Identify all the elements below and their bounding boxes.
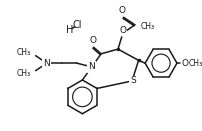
Text: N: N [88,62,95,71]
Text: Cl: Cl [73,20,82,30]
Text: O: O [118,6,125,15]
Text: N: N [43,59,50,68]
Text: CH₃: CH₃ [17,48,31,57]
Text: S: S [130,77,136,85]
Text: CH₃: CH₃ [140,22,155,31]
Text: O: O [182,59,189,68]
Text: CH₃: CH₃ [17,69,31,78]
Text: O: O [89,36,96,45]
Text: H: H [66,25,73,35]
Text: O: O [119,26,126,35]
Text: CH₃: CH₃ [188,59,202,68]
